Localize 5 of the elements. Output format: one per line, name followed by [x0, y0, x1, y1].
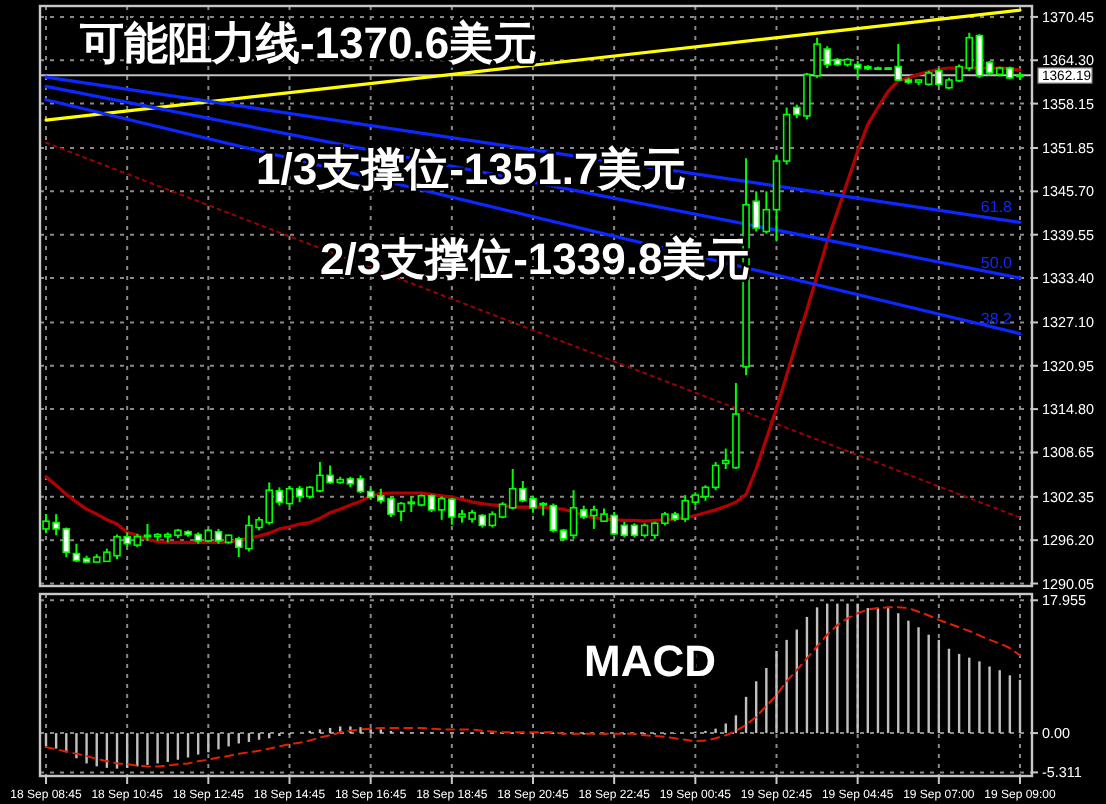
- series-label: 50.0: [980, 254, 1014, 273]
- annotation: MACD: [584, 636, 716, 686]
- series-label: 61.8: [980, 198, 1014, 217]
- annotation: 可能阻力线-1370.6美元: [78, 18, 538, 68]
- series-label: 38.2: [980, 309, 1014, 328]
